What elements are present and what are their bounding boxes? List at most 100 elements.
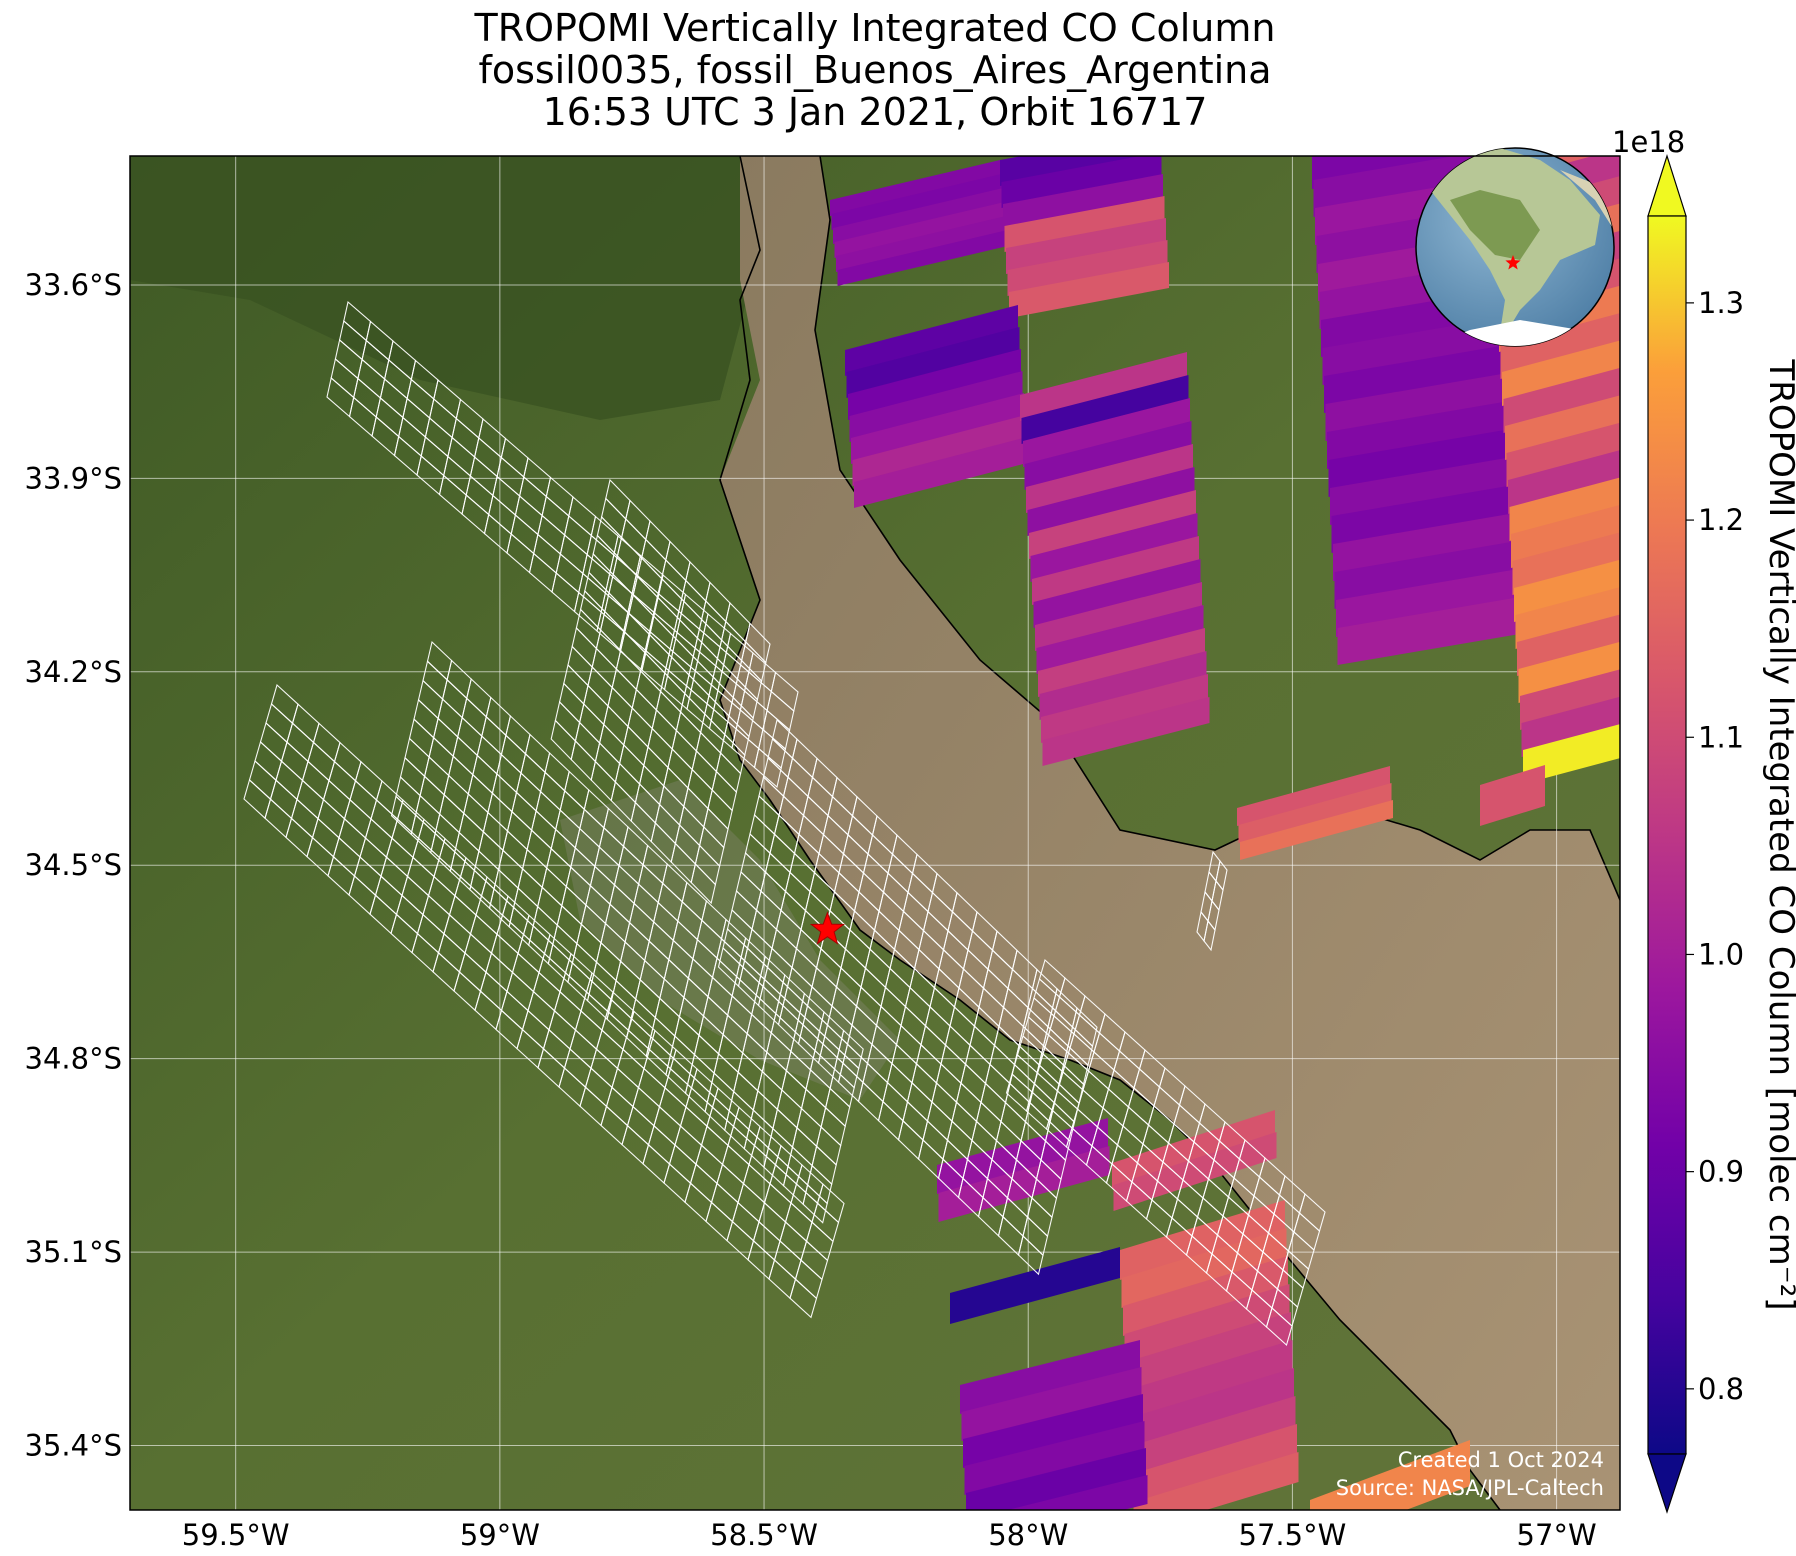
colorbar-tick-label: 0.9 [1698,1155,1744,1189]
swath-pixel [1038,628,1205,697]
lon-tick-label: 57°W [1517,1518,1597,1552]
colorbar-tick-label: 0.8 [1698,1372,1744,1406]
colorbar-extend-max [1647,154,1687,217]
swath-pixel [1041,674,1208,743]
swath-pixel [846,327,1020,398]
footprint-cell [1203,919,1216,952]
swath-pixel [1121,1228,1287,1308]
lon-tick-label: 57.5°W [1239,1518,1347,1552]
swath-pixel [1521,696,1620,757]
swath-pixel [830,160,1000,216]
lon-tick-label: 58.5°W [710,1518,818,1552]
lat-tick-label: 35.1°S [25,1235,122,1269]
globe-star-icon [1505,255,1521,270]
swath-pixel [1127,1340,1293,1420]
swath-pixel [1331,484,1520,553]
swath-pixel [960,1340,1140,1414]
swath-pixel [1333,512,1521,581]
swath-pixel [1029,490,1196,559]
swath-pixel [851,393,1024,464]
swath-pixel [1133,1452,1299,1510]
swath-pixel [1512,532,1620,595]
swath-pixel [1035,582,1202,651]
coastline [719,156,1501,1510]
swath-pixel [1517,614,1620,676]
swath-pixel [1130,1396,1296,1476]
swath-pixel [1511,504,1620,568]
colorbar-tick-label: 1.3 [1698,286,1744,320]
swath-pixel [833,188,1003,244]
swath-pixel [1334,540,1523,609]
swath-pixel [1004,196,1165,252]
swath-pixel [1237,766,1390,826]
swath-pixel [1033,559,1201,628]
sam-footprints [243,300,1326,1346]
swath-pixel [1238,783,1392,843]
colorbar-gradient [1647,215,1687,1455]
footprint-cell [802,1183,828,1224]
swath-pixel [1027,467,1195,536]
title-line-3: 16:53 UTC 3 Jan 2021, Orbit 16717 [542,90,1208,134]
swath-pixel [845,305,1018,376]
swath-pixel [1006,218,1166,274]
swath-pixel [1505,395,1620,460]
footprint-cell [690,862,717,905]
lat-tick-label: 34.8°S [25,1042,122,1076]
swath-pixel [837,230,1008,286]
swath-pixel [1520,669,1620,730]
swath-pixel [1515,587,1620,649]
swath-pixel [1509,477,1620,541]
swath-pixel [1003,174,1163,230]
swath-pixel [1120,1200,1285,1280]
swath-pixel [1023,398,1190,467]
lat-tick-label: 33.6°S [25,268,122,302]
swath-pixel [1310,1440,1470,1510]
colorbar-ticks: 0.8 0.9 1.0 1.1 1.2 1.3 [1686,286,1744,1406]
swath-pixel [834,202,1005,258]
swath-pixel [964,1421,1145,1495]
swath-pixel [1523,724,1620,784]
swath-pixel [1325,372,1514,441]
footprint-cell [1017,1234,1044,1276]
swath-pixel [1240,800,1393,860]
colorbar: 0.8 0.9 1.0 1.1 1.2 1.3 1e18 TROPOMI Vertical… [1612,125,1796,1514]
colorbar-extend-min [1647,1453,1687,1514]
swath-pixel [848,349,1021,420]
swath-pixel [1506,422,1620,487]
footprint-cell [1265,1307,1293,1346]
swath-pixel [852,415,1026,486]
swath-pixel [1126,1312,1291,1392]
lat-tick-label: 35.4°S [25,1429,122,1463]
swath-pixel [1039,651,1207,720]
swath-pixel [1024,421,1192,490]
created-note: Created 1 Oct 2024 [1398,1448,1604,1472]
footprint-cell [789,1278,818,1319]
swath-pixel [1007,240,1168,296]
lat-tick-labels: 33.6°S 33.9°S 34.2°S 34.5°S 34.8°S 35.1°S 35.4… [25,268,122,1463]
footprint-cell [753,747,782,789]
lat-tick-label: 34.5°S [25,848,122,882]
swath-pixel [1502,340,1620,406]
inset-globe [1415,147,1615,347]
swath-pixel [1042,697,1210,766]
swath-pixel [1009,262,1169,318]
swath-pixel [831,174,1002,230]
lon-tick-label: 58°W [988,1518,1068,1552]
swath-pixel [1518,641,1620,703]
target-star-icon [809,911,845,945]
swath-pixel [950,1247,1120,1324]
source-note: Source: NASA/JPL-Caltech [1336,1476,1604,1500]
title-line-2: fossil0035, fossil_Buenos_Aires_Argentin… [478,48,1272,92]
swath-pixel [961,1367,1142,1441]
swath-pixel [836,216,1006,272]
swath-pixel [1337,596,1526,665]
swath-pixel [1020,352,1187,421]
swath-pixel [1336,568,1524,637]
swath-pixel [963,1394,1143,1468]
swath-pixel [1030,513,1198,582]
lon-tick-label: 59°W [460,1518,540,1552]
swath-pixel [1001,156,1162,208]
colorbar-tick-label: 1.0 [1698,937,1744,971]
swath-pixel [1503,367,1620,433]
